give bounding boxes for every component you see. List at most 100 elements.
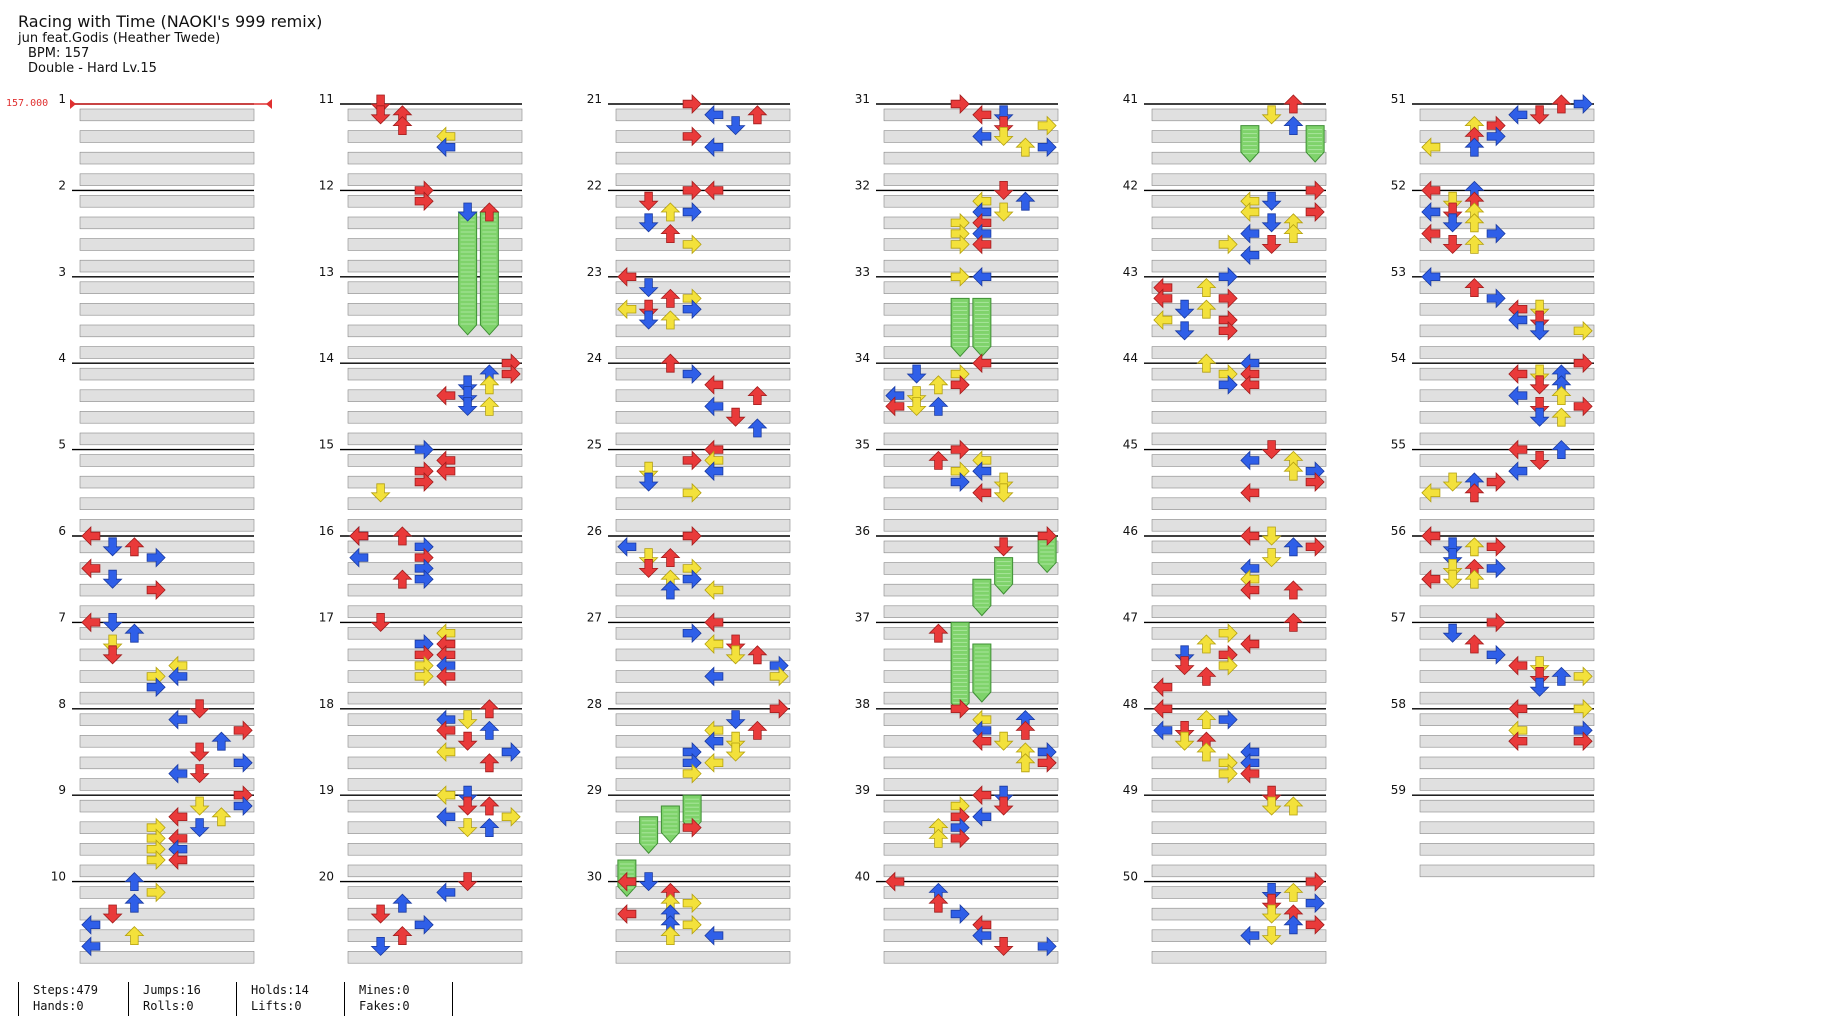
beat-band [79, 756, 255, 770]
beat-band [883, 173, 1059, 186]
arrow-note-right [682, 763, 702, 784]
beat-band [1151, 907, 1327, 921]
arrow-note-down [993, 202, 1014, 222]
beat-band [615, 951, 791, 964]
arrow-note-up [660, 224, 681, 243]
bpm-info: BPM: 157 [28, 46, 90, 61]
arrow-note-left [1421, 137, 1441, 158]
beat-band [79, 670, 255, 683]
arrow-note-down [993, 181, 1014, 200]
arrow-note-left [1153, 698, 1173, 719]
beat-band [883, 864, 1059, 878]
beat-band [1151, 627, 1327, 640]
arrow-note-up [1464, 213, 1485, 233]
stat-mines: Mines:0 [359, 983, 410, 997]
beat-band [1151, 886, 1327, 899]
arrow-note-right [950, 94, 970, 114]
arrow-note-up [660, 580, 681, 600]
measure-number: 9 [58, 783, 66, 797]
arrow-note-up [1283, 116, 1304, 135]
arrow-note-down [993, 785, 1014, 805]
beat-band [615, 907, 791, 921]
arrow-note-down [725, 634, 746, 654]
arrow-note-left [1240, 223, 1260, 244]
arrow-note-down [993, 537, 1014, 557]
arrow-note-right [501, 742, 521, 762]
arrow-note-down [638, 310, 659, 330]
beat-band [1419, 216, 1595, 230]
arrow-note-right [682, 94, 702, 114]
arrow-note-up [660, 310, 681, 330]
beat-band [1419, 497, 1595, 510]
arrow-note-left [704, 666, 724, 687]
arrow-note-down [1174, 645, 1195, 665]
beat-band [79, 605, 255, 618]
measure-number: 16 [319, 524, 334, 538]
beat-band [883, 821, 1059, 834]
arrow-note-up [1551, 386, 1572, 405]
measure-number: 40 [855, 870, 870, 884]
arrow-note-down [638, 548, 659, 568]
beat-band [883, 691, 1059, 705]
arrow-note-down [725, 742, 746, 762]
arrow-note-up [928, 893, 949, 913]
arrow-note-up [1283, 537, 1304, 557]
beat-band [79, 691, 255, 705]
arrow-note-down [457, 202, 478, 222]
beat-band [79, 195, 255, 208]
beat-band [1151, 519, 1327, 532]
beat-band [615, 583, 791, 597]
beat-band [79, 389, 255, 402]
beat-band [347, 454, 523, 467]
arrow-note-up [392, 116, 413, 135]
measure-number: 38 [855, 697, 870, 711]
measure-number: 2 [58, 178, 66, 192]
arrow-note-down [370, 483, 391, 503]
arrow-note-up [1196, 278, 1217, 297]
beat-band [615, 130, 791, 143]
arrow-note-left [436, 742, 456, 762]
stat-fakes: Fakes:0 [359, 999, 410, 1013]
beat-band [1151, 130, 1327, 143]
arrow-note-right [414, 472, 434, 492]
beat-band [347, 670, 523, 683]
measure-number: 49 [1123, 783, 1138, 797]
arrow-note-left [1421, 180, 1441, 201]
beat-band [79, 519, 255, 532]
arrow-note-down [993, 796, 1014, 816]
arrow-note-left [1421, 569, 1441, 590]
arrow-note-down [189, 818, 210, 838]
arrow-note-left [704, 374, 724, 395]
arrow-note-left [81, 558, 101, 579]
beat-band [1151, 151, 1327, 165]
beat-band [615, 886, 791, 899]
beat-band [1151, 195, 1327, 208]
arrow-note-down [457, 397, 478, 416]
beat-band [1419, 108, 1595, 122]
arrow-note-down [1529, 375, 1550, 395]
arrow-note-left [1508, 698, 1528, 719]
arrow-note-right [1486, 288, 1506, 309]
measure-number: 12 [319, 178, 334, 192]
arrow-note-left [81, 914, 101, 935]
beat-band [1419, 562, 1595, 575]
arrow-note-up [747, 645, 768, 665]
arrow-note-left [436, 882, 456, 903]
measure-number: 32 [855, 178, 870, 192]
beat-band [1151, 670, 1327, 683]
measure-number: 43 [1123, 265, 1138, 279]
measure-number: 58 [1391, 697, 1406, 711]
arrow-note-up [747, 418, 768, 438]
beat-band [1419, 454, 1595, 467]
hold-note [972, 297, 992, 358]
beat-band [883, 519, 1059, 532]
arrow-note-down [1529, 364, 1550, 384]
arrow-note-down [638, 559, 659, 578]
beat-band [1151, 238, 1327, 251]
beat-band [1151, 216, 1327, 230]
arrow-note-up [392, 569, 413, 589]
hold-note [1240, 125, 1260, 163]
measure-number: 44 [1123, 351, 1138, 365]
beat-band [883, 454, 1059, 467]
arrow-note-down [1261, 191, 1282, 211]
